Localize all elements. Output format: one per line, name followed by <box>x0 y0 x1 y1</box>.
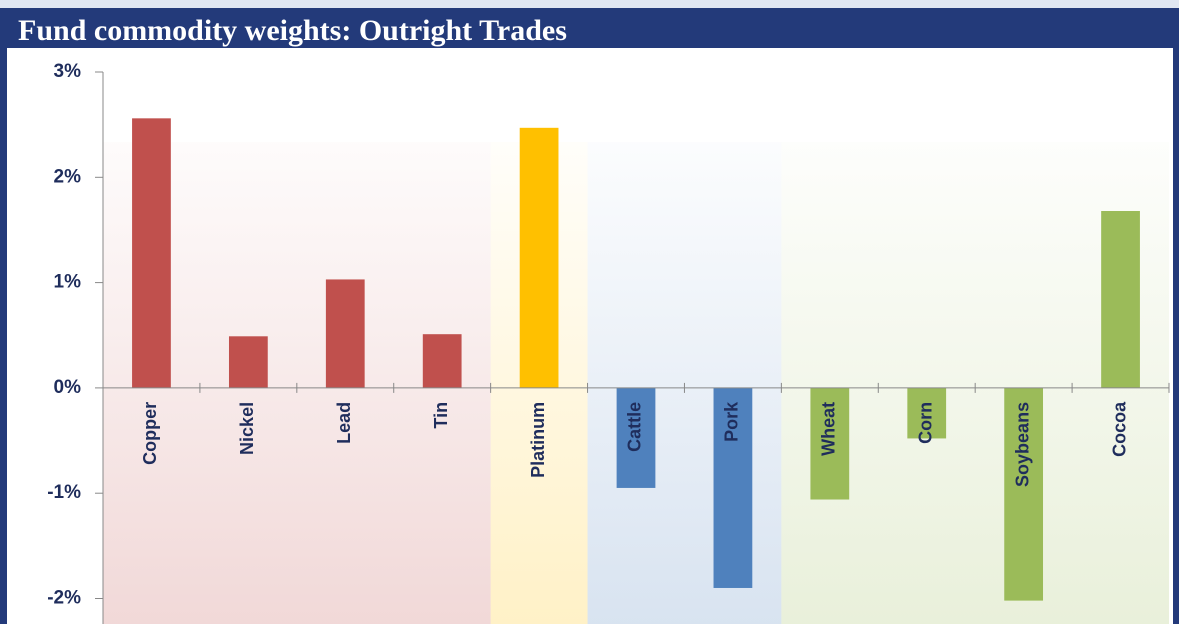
bar <box>1004 387 1044 601</box>
top-strip <box>0 0 1179 8</box>
x-tick-label: Cattle <box>625 402 645 452</box>
y-tick-label: -1% <box>47 482 81 503</box>
chart-title: Fund commodity weights: Outright Trades <box>18 14 567 47</box>
x-tick-label: Corn <box>915 402 935 444</box>
bar <box>519 127 559 388</box>
bar <box>1101 210 1140 388</box>
x-tick-label: Pork <box>722 401 742 442</box>
x-tick-label: Copper <box>140 402 160 465</box>
right-border <box>1173 8 1179 624</box>
bar <box>713 387 753 588</box>
y-tick-label: 0% <box>54 377 82 398</box>
y-tick-label: 3% <box>54 61 82 82</box>
bar <box>228 336 268 388</box>
bar <box>907 387 947 439</box>
y-tick-label: 1% <box>54 272 82 293</box>
bar <box>422 334 462 388</box>
x-tick-label: Cocoa <box>1109 401 1129 457</box>
y-tick-label: -2% <box>47 588 81 609</box>
x-tick-label: Platinum <box>528 402 548 478</box>
bar <box>132 118 171 388</box>
x-tick-label: Wheat <box>819 402 839 456</box>
title-bar <box>0 8 1179 48</box>
x-tick-label: Soybeans <box>1012 402 1032 487</box>
y-tick-label: 2% <box>54 166 82 187</box>
bar <box>616 387 656 488</box>
x-tick-label: Tin <box>431 402 451 429</box>
x-tick-label: Lead <box>334 402 354 444</box>
left-border <box>0 8 7 624</box>
x-tick-label: Nickel <box>237 402 257 455</box>
bar <box>810 387 850 500</box>
bar <box>325 279 365 388</box>
